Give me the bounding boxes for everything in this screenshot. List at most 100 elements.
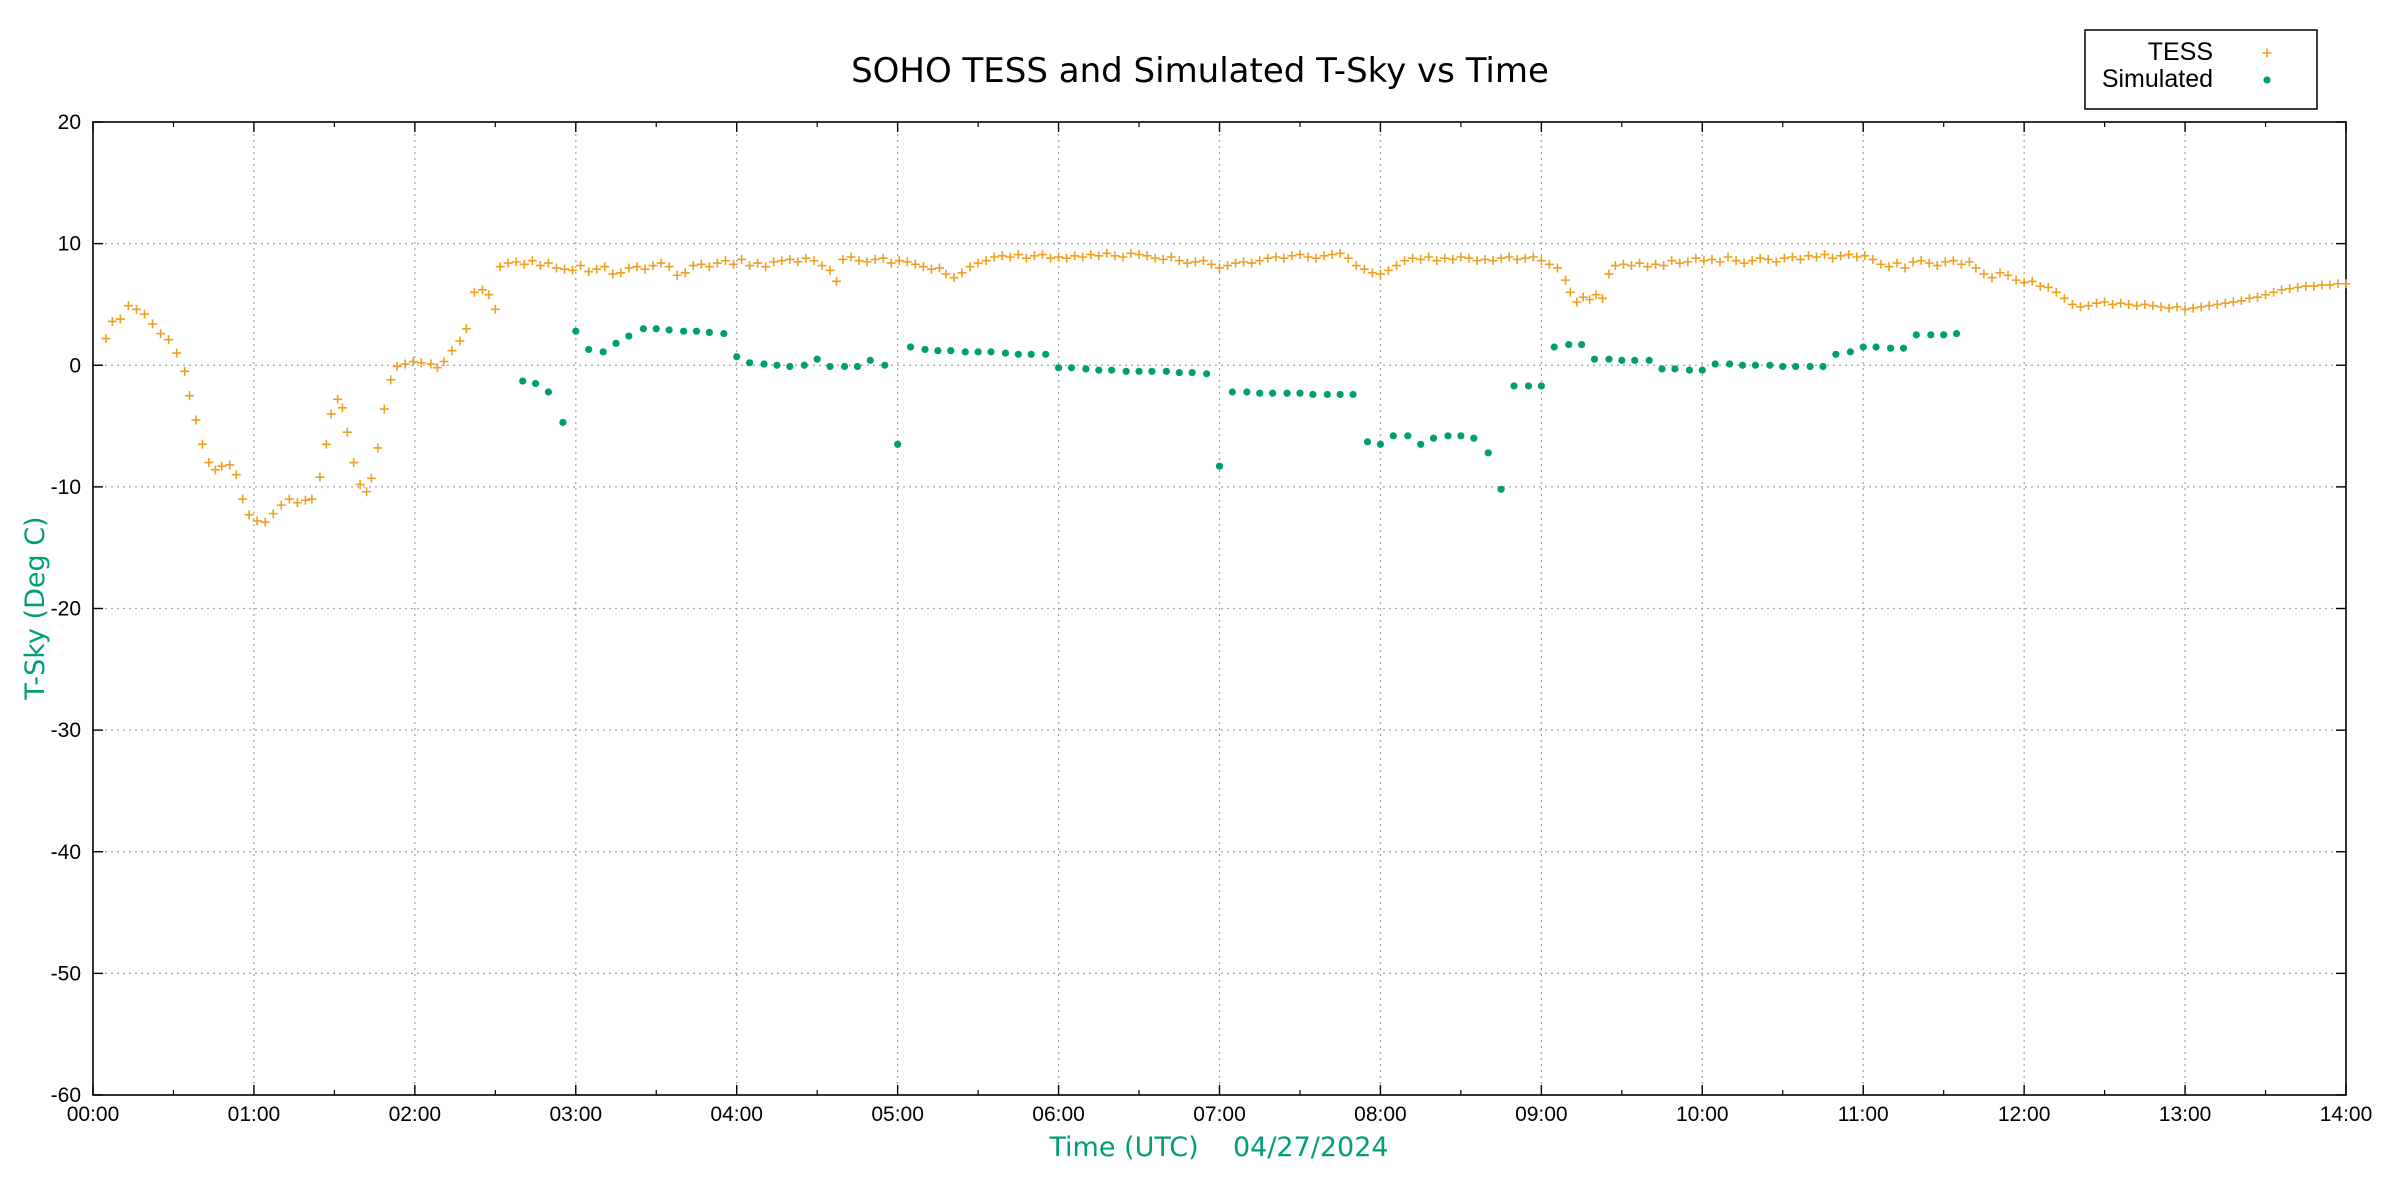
y-tick-label: 10: [58, 233, 81, 256]
tess-point: [1142, 251, 1152, 261]
simulated-point: [1726, 360, 1734, 368]
tess-point: [543, 258, 553, 268]
tess-point: [854, 256, 864, 266]
tess-point: [115, 314, 125, 324]
simulated-point: [1027, 350, 1035, 358]
tess-point: [2188, 303, 2198, 313]
simulated-point: [1859, 343, 1867, 351]
x-tick-label: 12:00: [1998, 1103, 2051, 1126]
simulated-point: [1658, 365, 1666, 373]
tess-point: [2132, 301, 2142, 311]
simulated-point: [1269, 389, 1277, 397]
tess-point: [2309, 281, 2319, 291]
tess-point: [1279, 253, 1289, 263]
tess-point: [761, 262, 771, 272]
tess-point: [392, 361, 402, 371]
simulated-point: [813, 355, 821, 363]
tess-point: [362, 487, 372, 497]
tess-point: [2333, 279, 2343, 289]
tess-point: [1367, 268, 1377, 278]
tess-point: [2092, 298, 2102, 308]
tess-point: [1908, 257, 1918, 267]
y-axis-label: T-Sky (Deg C): [20, 516, 51, 700]
tess-point: [785, 254, 795, 264]
tess-point: [101, 333, 111, 343]
tess-point: [1456, 252, 1466, 262]
tess-point: [1247, 258, 1257, 268]
x-axis-ticks: 00:00 01:00 02:00 03:00 04:00 05:00 06:00 07:00…: [67, 122, 2373, 1126]
tess-point: [2100, 297, 2110, 307]
tess-point: [300, 495, 310, 505]
tess-point: [1351, 261, 1361, 271]
tess-point: [1860, 251, 1870, 261]
y-tick-label: -20: [51, 598, 81, 621]
simulated-point: [826, 362, 834, 371]
tess-point: [490, 304, 500, 314]
tess-point: [511, 257, 521, 267]
tess-point: [1424, 252, 1434, 262]
tess-point: [1691, 253, 1701, 263]
tess-point: [2164, 303, 2174, 313]
simulated-point: [1228, 388, 1236, 396]
tess-point: [326, 409, 336, 419]
tess-point: [1432, 256, 1442, 266]
tess-point: [1271, 252, 1281, 262]
simulated-point: [1376, 440, 1385, 448]
simulated-point: [1590, 355, 1599, 363]
tess-point: [2204, 301, 2214, 311]
tess-point: [349, 458, 359, 468]
tess-point: [123, 301, 133, 311]
tess-point: [1956, 259, 1966, 269]
simulated-point: [612, 339, 620, 347]
simulated-point: [1175, 368, 1183, 377]
tess-point: [1598, 293, 1608, 303]
tess-point: [225, 460, 235, 470]
x-tick-label: 14:00: [2320, 1103, 2373, 1126]
x-axis-label: Time (UTC) 04/27/2024: [1048, 1132, 1388, 1163]
x-tick-label: 07:00: [1193, 1103, 1246, 1126]
tess-point: [1480, 254, 1490, 264]
tess-point: [1319, 251, 1329, 261]
tess-point: [1651, 259, 1661, 269]
tess-point: [680, 268, 690, 278]
tess-point: [656, 258, 666, 268]
tess-point: [825, 265, 835, 275]
simulated-point: [1577, 340, 1586, 349]
tess-point: [2252, 292, 2262, 302]
tess-point: [333, 394, 343, 404]
tess-point: [973, 258, 983, 268]
tess-point: [2075, 302, 2085, 312]
tess-point: [1078, 252, 1088, 262]
tess-point: [1820, 250, 1830, 260]
legend-marker-simulated: [2263, 76, 2271, 84]
tess-point: [1448, 254, 1458, 264]
tess-point: [2035, 281, 2045, 291]
tess-point: [1659, 261, 1669, 271]
simulated-point: [1631, 356, 1639, 364]
simulated-point: [853, 362, 862, 371]
simulated-point: [947, 347, 955, 355]
x-tick-label: 03:00: [550, 1103, 603, 1126]
tess-point: [1723, 252, 1733, 262]
tess-point: [164, 335, 174, 345]
tess-point: [1591, 290, 1601, 300]
tess-point: [1755, 253, 1765, 263]
tess-point: [1392, 261, 1402, 271]
simulated-point: [961, 348, 969, 356]
tess-point: [728, 259, 738, 269]
simulated-point: [1751, 361, 1759, 369]
tess-point: [1512, 254, 1522, 264]
simulated-point: [1792, 362, 1800, 371]
tess-point: [2212, 299, 2222, 309]
tess-point: [2084, 301, 2094, 311]
tess-point: [1739, 258, 1749, 268]
tess-point: [1787, 252, 1797, 262]
simulated-point: [1537, 382, 1545, 390]
tess-point: [1126, 248, 1136, 258]
simulated-point: [1766, 361, 1774, 369]
tess-point: [156, 329, 166, 339]
tess-point: [989, 252, 999, 262]
y-tick-label: -40: [51, 841, 81, 864]
tess-point: [1504, 252, 1514, 262]
tess-point: [608, 269, 618, 279]
